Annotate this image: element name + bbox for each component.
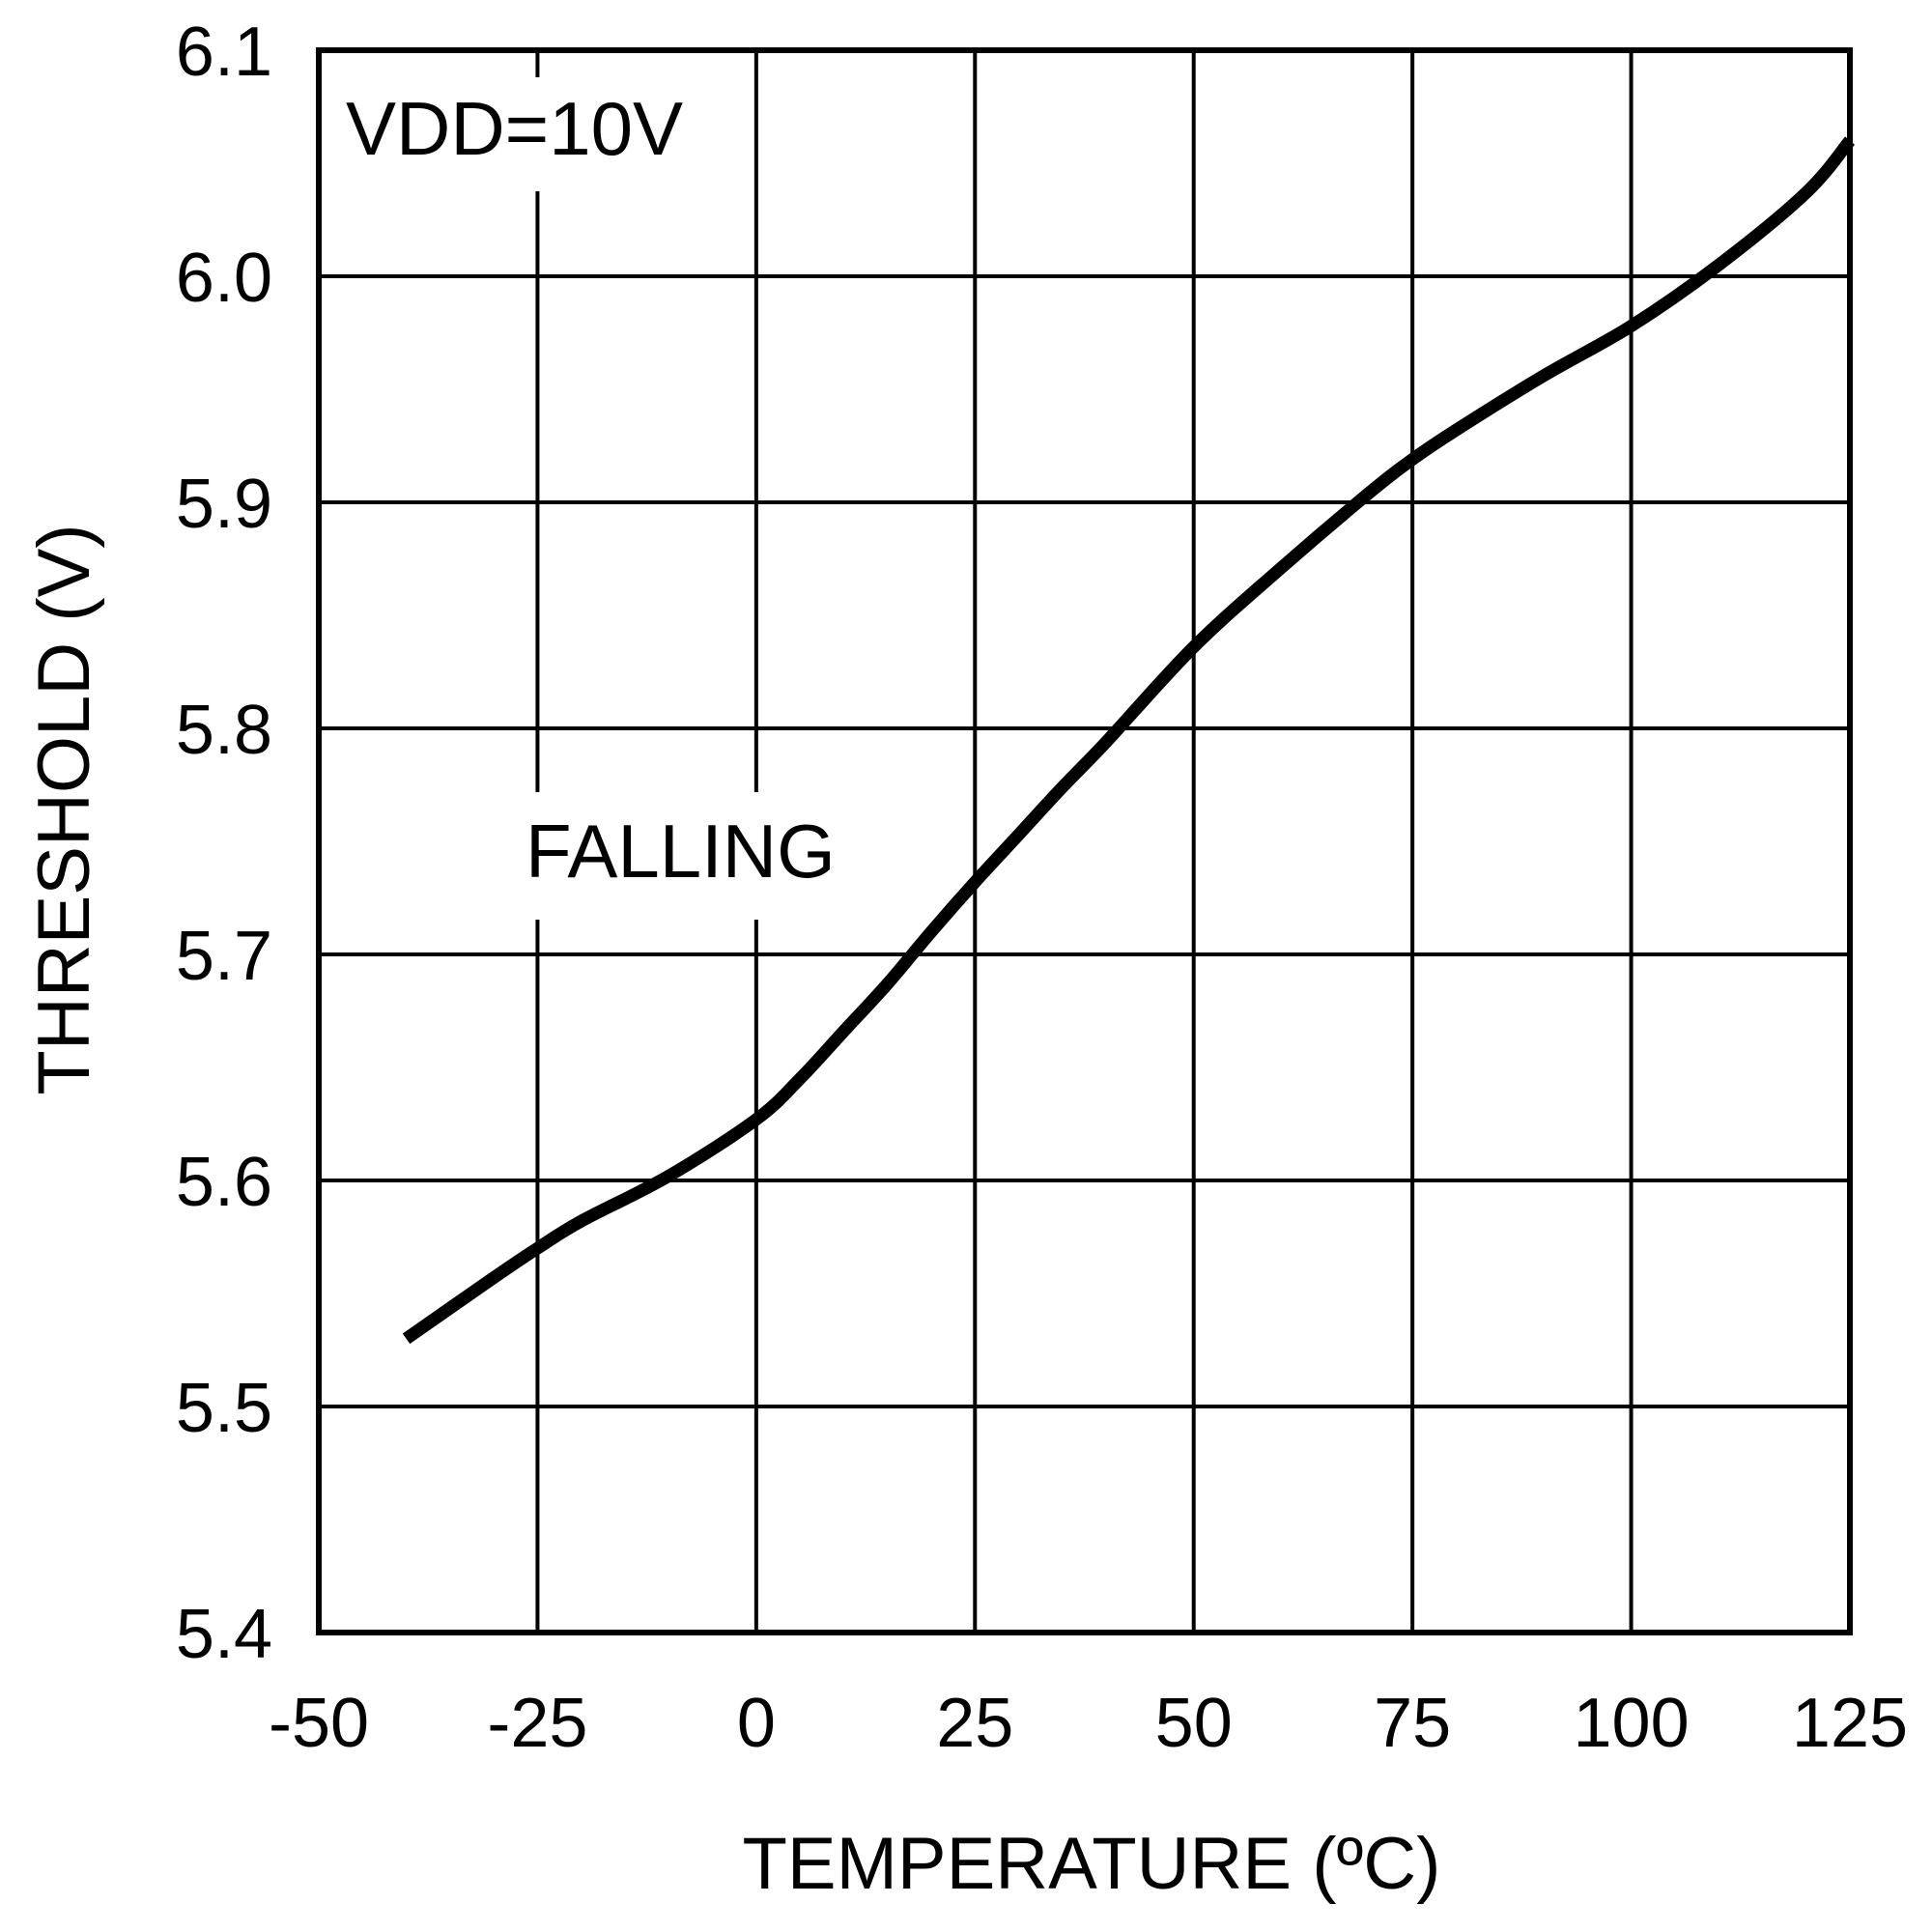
label-backgrounds (340, 77, 893, 920)
annotation-falling-background (518, 792, 893, 920)
y-tick-label: 5.9 (176, 466, 272, 543)
y-tick-label: 6.1 (176, 14, 272, 91)
x-tick-label: -25 (487, 1685, 587, 1762)
x-tick-label: 0 (737, 1685, 776, 1762)
annotation-vdd-background (340, 77, 744, 191)
x-tick-label: 25 (936, 1685, 1013, 1762)
y-axis-title: THRESHOLD (V) (23, 524, 105, 1094)
x-tick-label: -50 (269, 1685, 369, 1762)
x-tick-label: 50 (1155, 1685, 1233, 1762)
x-tick-label: 75 (1374, 1685, 1451, 1762)
series-line-0 (402, 136, 1856, 1345)
y-tick-label: 5.7 (176, 918, 272, 995)
grid-lines (319, 50, 1850, 1633)
x-axis-title: TEMPERATURE (ºC) (742, 1823, 1440, 1905)
y-tick-labels: 5.4 5.5 5.6 5.7 5.8 5.9 6.0 6.1 (176, 14, 272, 1673)
y-tick-label: 5.4 (176, 1596, 272, 1673)
annotation-vdd: VDD=10V (346, 86, 683, 171)
x-tick-labels: -50 -25 0 25 50 75 100 125 (269, 1685, 1908, 1762)
y-tick-label: 5.6 (176, 1144, 272, 1221)
plot-frame (316, 47, 1853, 1635)
x-tick-label: 100 (1574, 1685, 1690, 1762)
series-line-layer (402, 136, 1856, 1345)
y-tick-label: 5.8 (176, 692, 272, 769)
x-tick-label: 125 (1792, 1685, 1908, 1762)
annotation-falling: FALLING (526, 809, 836, 894)
y-tick-label: 5.5 (176, 1370, 272, 1447)
y-tick-label: 6.0 (176, 240, 272, 317)
